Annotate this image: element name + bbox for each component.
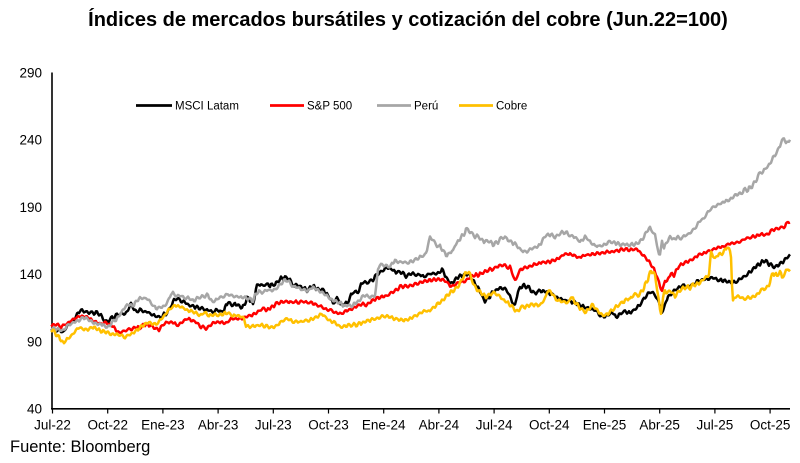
svg-text:Ene-23: Ene-23 — [141, 418, 185, 433]
svg-text:Perú: Perú — [414, 101, 438, 113]
svg-text:Oct-22: Oct-22 — [87, 418, 128, 433]
svg-text:Jul-24: Jul-24 — [476, 418, 513, 433]
svg-text:Jul-25: Jul-25 — [697, 418, 734, 433]
svg-text:Oct-25: Oct-25 — [750, 418, 791, 433]
svg-text:190: 190 — [19, 200, 42, 215]
svg-text:Abr-23: Abr-23 — [198, 418, 239, 433]
svg-text:Jul-23: Jul-23 — [255, 418, 292, 433]
svg-text:Ene-25: Ene-25 — [583, 418, 627, 433]
svg-text:240: 240 — [19, 133, 42, 148]
svg-text:Ene-24: Ene-24 — [362, 418, 406, 433]
svg-text:Oct-24: Oct-24 — [529, 418, 570, 433]
svg-text:140: 140 — [19, 267, 42, 282]
svg-text:Abr-24: Abr-24 — [419, 418, 460, 433]
svg-text:40: 40 — [27, 402, 42, 417]
svg-text:290: 290 — [19, 66, 42, 81]
svg-text:MSCI Latam: MSCI Latam — [175, 101, 239, 113]
svg-text:S&P 500: S&P 500 — [307, 101, 352, 113]
svg-text:Abr-25: Abr-25 — [639, 418, 680, 433]
svg-text:Oct-23: Oct-23 — [308, 418, 349, 433]
svg-text:Cobre: Cobre — [496, 101, 527, 113]
svg-text:90: 90 — [27, 334, 42, 349]
svg-text:Jul-22: Jul-22 — [34, 418, 71, 433]
